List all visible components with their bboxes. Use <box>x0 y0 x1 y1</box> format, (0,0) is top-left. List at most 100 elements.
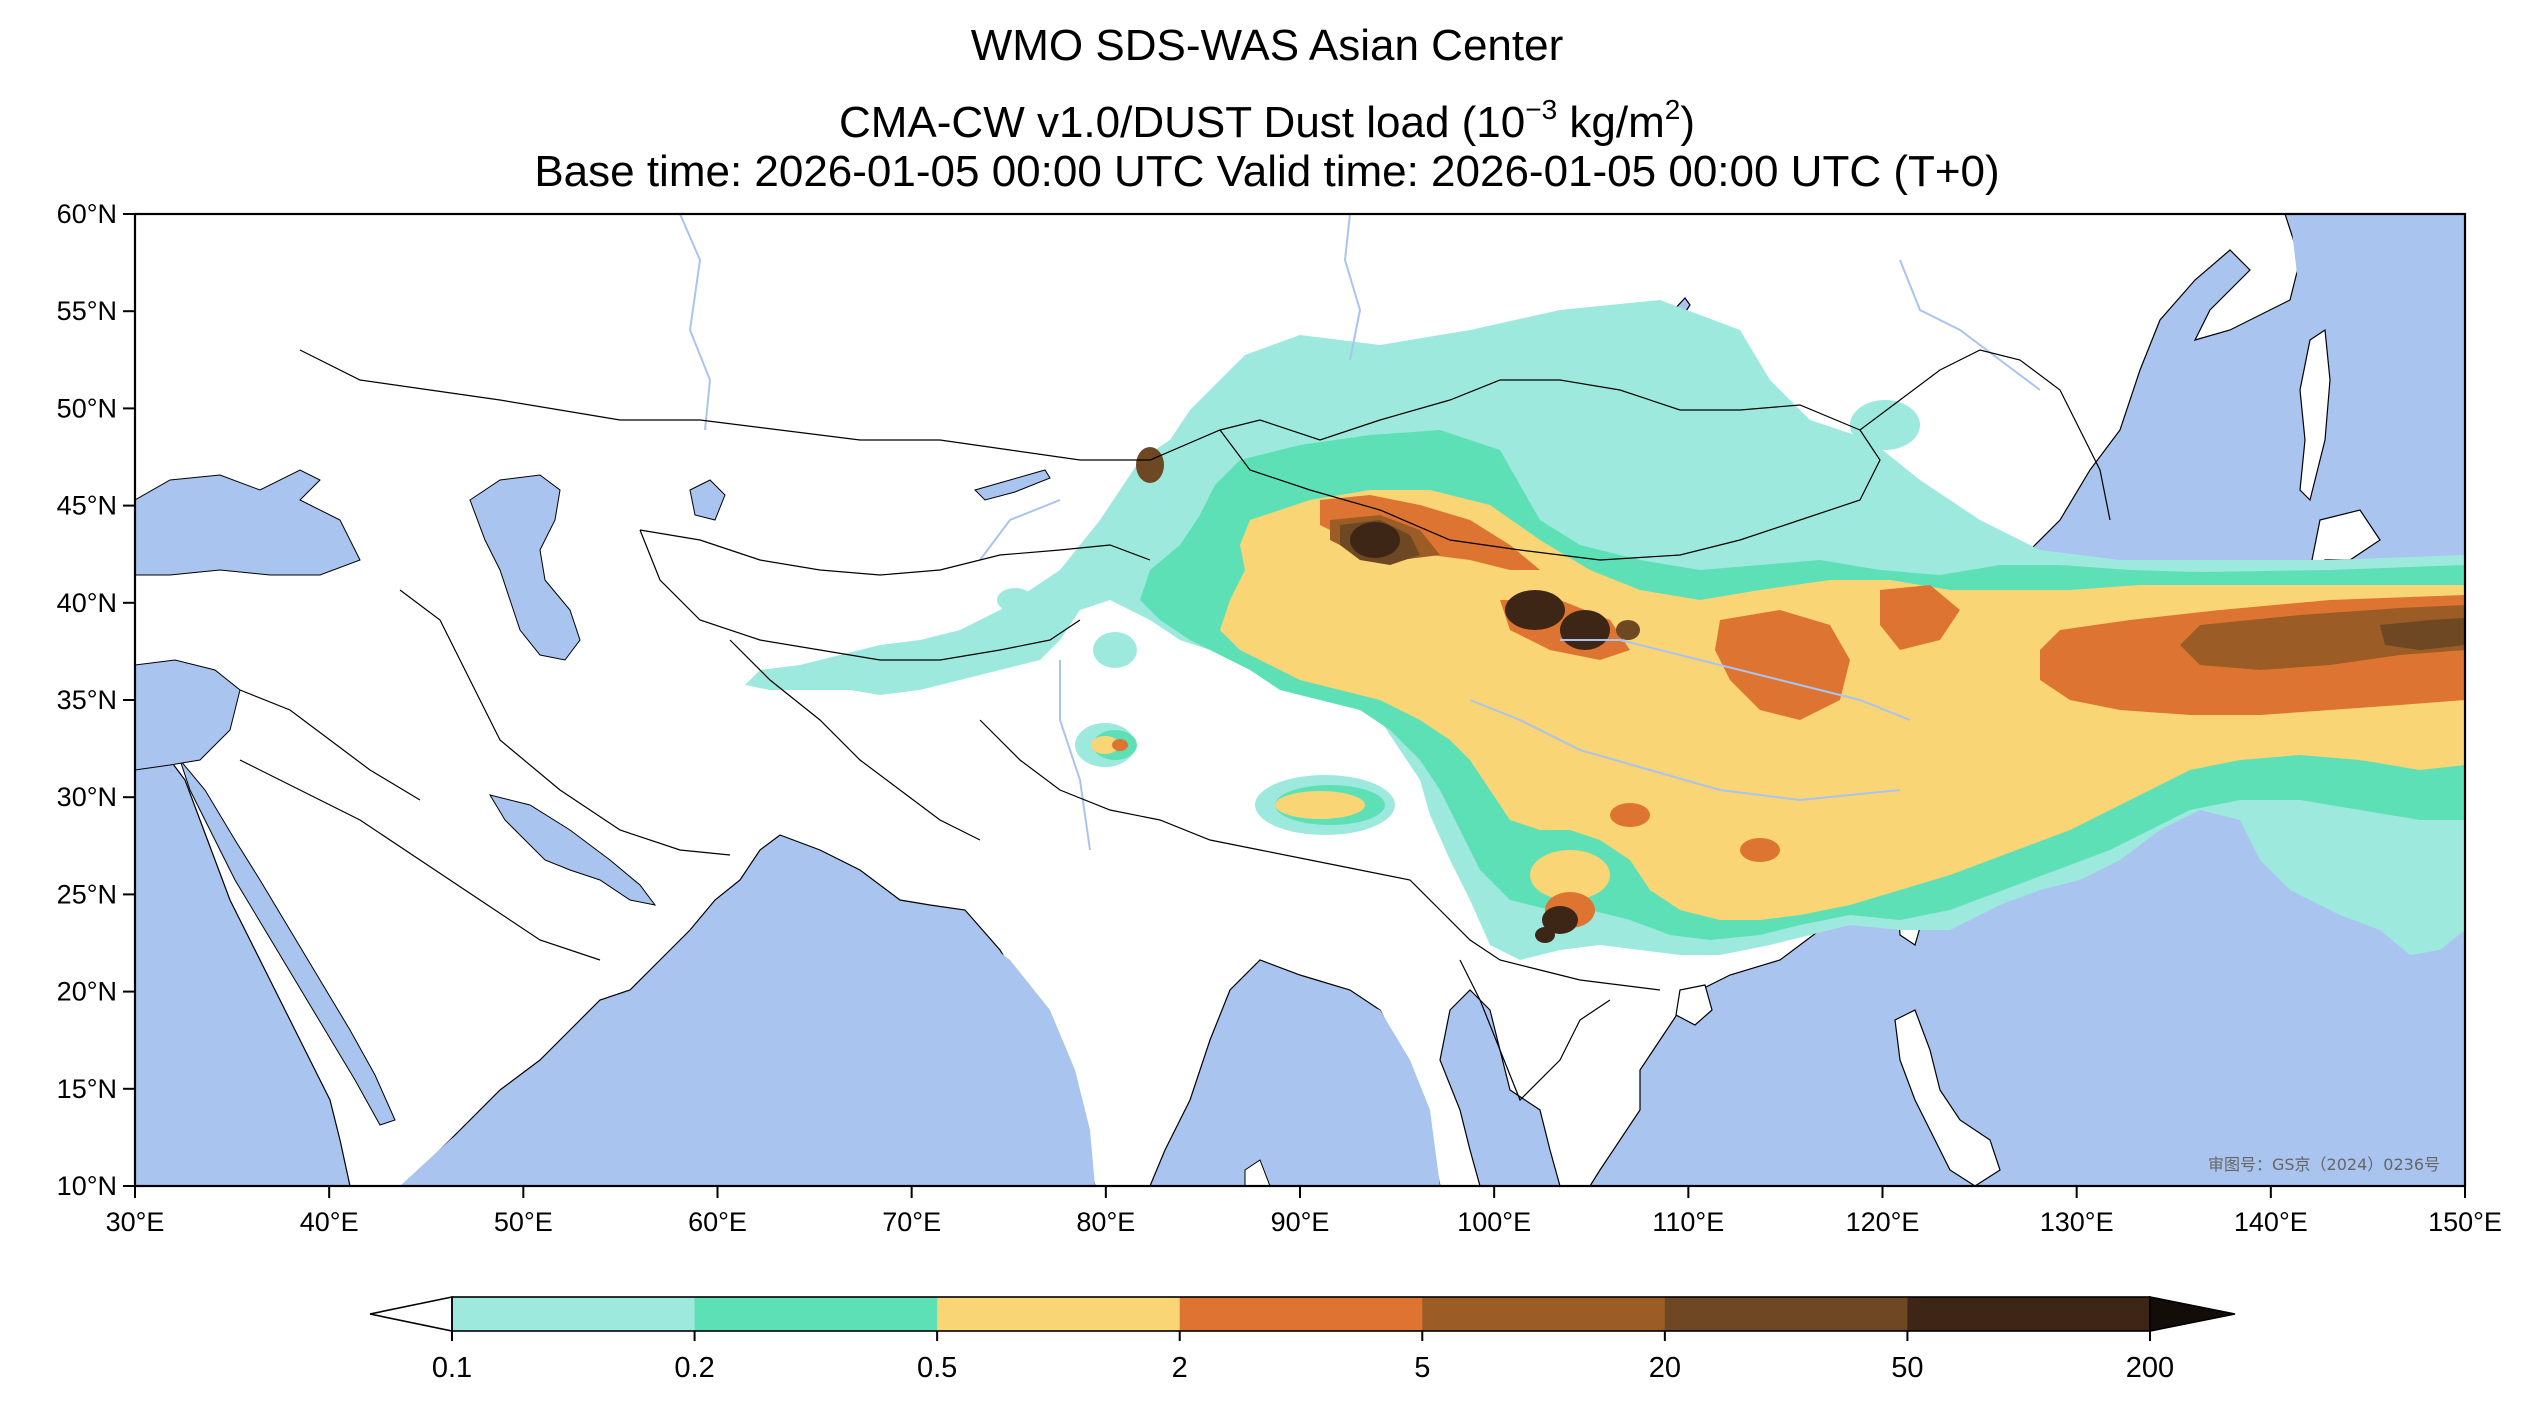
lat-tick-label: 60°N <box>57 199 117 229</box>
colorbar: 0.1 0.2 0.5 2 5 20 50 200 <box>369 1296 2236 1384</box>
river-3 <box>1899 259 2041 391</box>
map-approval-watermark: 审图号：GS京（2024）0236号 <box>2208 1155 2440 1174</box>
dust-patch-1 <box>1093 632 1137 668</box>
dust-hotspot-6 <box>1136 447 1164 483</box>
lat-axis: 60°N 55°N 50°N 45°N 40°N 35°N 30°N 25°N 20°N 15°N… <box>57 199 135 1201</box>
lon-tick-label: 120°E <box>1846 1207 1920 1237</box>
colorbar-label: 50 <box>1891 1352 1923 1384</box>
map-panel <box>135 214 2465 1186</box>
dust-load-layer <box>745 300 2465 960</box>
aral-sea <box>689 479 726 521</box>
border-afghanistan <box>729 639 981 841</box>
title-units-exponent-2: 2 <box>1664 94 1681 125</box>
river-2 <box>1343 214 1362 361</box>
land-hainan <box>1675 984 1713 1026</box>
title-units-suffix: ) <box>1680 98 1695 147</box>
border-central-asia <box>639 529 1081 661</box>
lat-tick-label: 20°N <box>57 977 117 1007</box>
colorbar-extend-high <box>2149 1296 2236 1332</box>
title-units-prefix: CMA-CW v1.0/DUST Dust load (10 <box>838 98 1526 147</box>
dust-patch-13 <box>1760 820 1880 880</box>
lat-tick-label: 35°N <box>57 685 117 715</box>
lon-tick-label: 60°E <box>688 1207 747 1237</box>
dust-patch-11 <box>1091 736 1119 754</box>
dust-patch-12 <box>1530 850 1610 900</box>
colorbar-label: 2 <box>1172 1352 1188 1384</box>
border-russia-south <box>299 349 2111 521</box>
black-sea <box>135 469 361 576</box>
colorbar-cell <box>452 1297 696 1331</box>
dust-band-2 <box>1320 495 2465 720</box>
lat-tick-label: 30°N <box>57 782 117 812</box>
persian-gulf <box>488 794 657 906</box>
lon-tick-label: 90°E <box>1271 1207 1330 1237</box>
colorbar-extend-low <box>369 1296 453 1332</box>
dust-hotspot-7 <box>1616 620 1640 640</box>
dust-patch-17 <box>1740 838 1780 862</box>
colorbar-cell <box>1907 1297 2151 1331</box>
title-line-2: CMA-CW v1.0/DUST Dust load (10−3 kg/m2) <box>0 84 2534 149</box>
mediterranean-sea <box>135 659 241 771</box>
red-sea <box>179 759 396 1126</box>
dust-hotspot-2 <box>1505 590 1565 630</box>
lat-tick-label: 25°N <box>57 879 117 909</box>
bay-of-bengal <box>1160 990 1440 1186</box>
colorbar-outline <box>451 1296 2151 1332</box>
rivers <box>679 214 2041 851</box>
sea-of-okhotsk <box>2290 214 2465 500</box>
land-philippines <box>1894 1009 2001 1186</box>
title-units-exponent: −3 <box>1525 94 1558 125</box>
dust-patch-16 <box>1610 803 1650 827</box>
border-india <box>979 719 1441 911</box>
title-line-3: Base time: 2026-01-05 00:00 UTC Valid ti… <box>534 147 2000 196</box>
dust-patch-4 <box>1850 400 1920 450</box>
dust-patch-14 <box>1112 739 1128 751</box>
lon-tick-label: 50°E <box>494 1207 553 1237</box>
caspian-sea <box>469 474 581 661</box>
arabian-sea <box>400 920 1095 1186</box>
lon-axis: 30°E 40°E 50°E 60°E 70°E 80°E 90°E 100°E 110°E 12… <box>106 1186 2502 1237</box>
border-china-southwest <box>1439 909 1661 991</box>
colorbar-label: 20 <box>1649 1352 1681 1384</box>
lat-tick-label: 55°N <box>57 296 117 326</box>
dust-hotspot-3 <box>1560 610 1610 650</box>
colorbar-label: 0.5 <box>917 1352 957 1384</box>
title-line-1: WMO SDS-WAS Asian Center <box>970 21 1564 70</box>
lon-tick-label: 140°E <box>2234 1207 2308 1237</box>
colorbar-cell <box>937 1297 1181 1331</box>
colorbar-cell <box>1664 1297 1908 1331</box>
dust-hotspot-4 <box>1542 906 1578 934</box>
dust-patch-5 <box>1778 507 1838 537</box>
land-sri-lanka <box>1244 1159 1271 1186</box>
south-china-sea <box>1600 950 2020 1186</box>
dust-patch-6 <box>1835 525 1875 555</box>
border-iran <box>399 589 731 856</box>
dust-band-5 <box>1330 515 2465 670</box>
river-1 <box>679 214 712 431</box>
colorbar-label: 0.1 <box>432 1352 472 1384</box>
colorbar-cell <box>1422 1297 1666 1331</box>
lon-tick-label: 40°E <box>300 1207 359 1237</box>
country-borders <box>239 349 2111 1102</box>
border-indochina <box>1459 959 1611 1102</box>
border-saudi <box>239 759 601 961</box>
colorbar-label: 5 <box>1414 1352 1430 1384</box>
lon-tick-label: 80°E <box>1076 1207 1135 1237</box>
lake-balkhash <box>974 469 1051 501</box>
dust-hotspot-5 <box>1535 927 1555 943</box>
dust-patch-7 <box>997 588 1033 612</box>
land-sakhalin <box>2299 328 2331 502</box>
lon-tick-label: 30°E <box>106 1207 165 1237</box>
dust-patch-10 <box>1275 791 1365 819</box>
lat-tick-label: 15°N <box>57 1074 117 1104</box>
colorbar-cell <box>1179 1297 1423 1331</box>
lon-tick-label: 150°E <box>2428 1207 2502 1237</box>
border-kazakhstan <box>639 529 1151 576</box>
colorbar-label: 200 <box>2126 1352 2174 1384</box>
river-6 <box>979 499 1061 561</box>
lon-tick-label: 70°E <box>882 1207 941 1237</box>
colorbar-cell <box>694 1297 938 1331</box>
river-4 <box>1469 699 1901 802</box>
lat-tick-label: 10°N <box>57 1171 117 1201</box>
